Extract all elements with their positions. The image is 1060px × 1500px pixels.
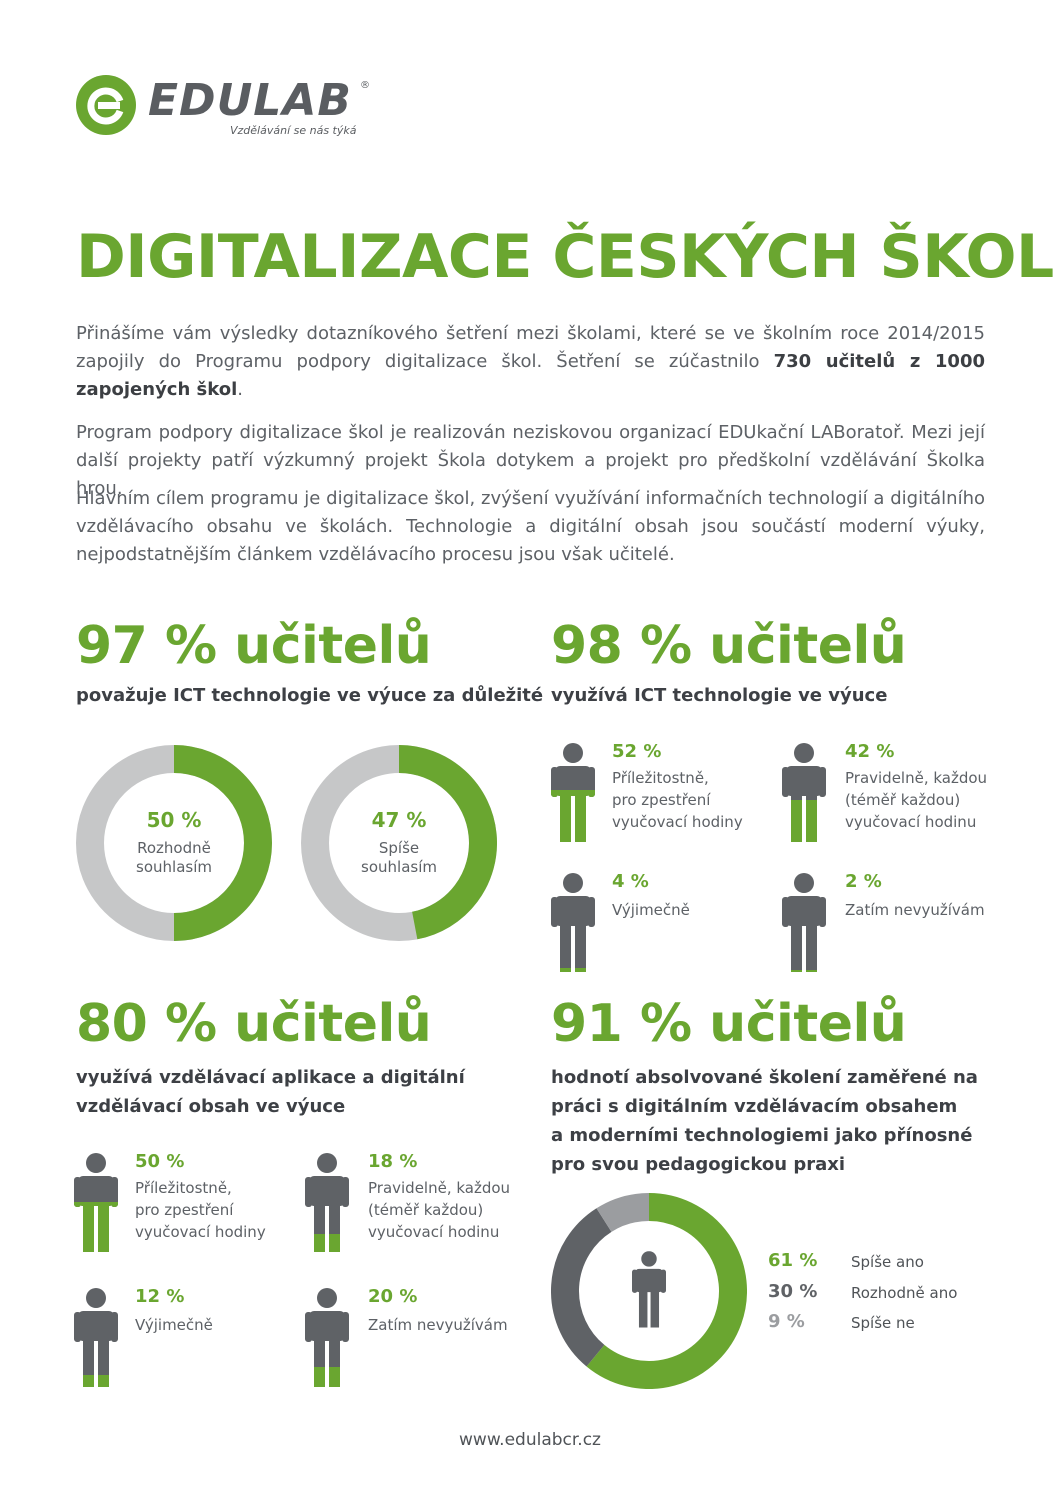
donut-3-segment-2 [551,1208,612,1367]
person-icon [782,873,826,972]
stat-percent: 42 % [845,741,895,762]
stat-description: Zatím nevyužívám [368,1316,508,1334]
stat-line: vyučovací hodiny [612,813,743,831]
intro-text-end: . [237,379,244,400]
donut-1-label-line1: Rozhodně [137,839,211,857]
person-percent-fill [74,1375,118,1387]
section2-subtitle: využívá ICT technologie ve výuce [551,685,888,706]
section3-subtitle-line2: vzdělávací obsah ve výuce [76,1096,346,1117]
person-body-fill [782,743,826,842]
intro-paragraph-1: Přinášíme vám výsledky dotazníkového šet… [76,320,985,404]
person-percent-fill [782,800,826,842]
donut-2-label-line2: souhlasím [361,858,437,876]
person-body-fill [782,873,826,972]
section3-subtitle-line1: využívá vzdělávací aplikace a digitální [76,1067,465,1088]
stat-description: Příležitostně, pro zpestření vyučovací hod… [135,1177,266,1243]
stat-percent: 4 % [612,871,649,892]
stat-description: Příležitostně, pro zpestření vyučovací hod… [612,767,743,833]
person-icon [551,873,595,972]
section1-subtitle: považuje ICT technologie ve výuce za důl… [76,685,544,706]
stat-percent: 18 % [368,1151,418,1172]
logo-tagline: Vzdělávání se nás týká [230,124,357,137]
section4-subtitle-line4: pro svou pedagogickou praxi [551,1154,846,1175]
person-icon [632,1251,666,1328]
legend-label: Rozhodně ano [851,1284,958,1302]
stat-description: Pravidelně, každou (téměř každou) vyučovac… [845,767,987,833]
section3-headline: 80 % učitelů [76,994,432,1054]
section1-headline: 97 % učitelů [76,616,432,676]
person-icon [782,743,826,842]
person-icon [74,1288,118,1387]
page-title: DIGITALIZACE ČESKÝCH ŠKOL [76,222,1054,292]
person-percent-fill [551,968,595,972]
stat-line: Pravidelně, každou [368,1179,511,1197]
person-percent-fill [782,970,826,972]
person-percent-fill [305,1234,349,1252]
logo-registered-mark: ® [360,80,370,91]
intro-paragraph-3: Hlavním cílem programu je digitalizace š… [76,488,985,565]
donut-2-label: Spíše souhlasím [301,839,497,877]
person-body-fill [74,1288,118,1387]
donut-2-value-arc [398,745,497,940]
footer-website: www.edulabcr.cz [459,1430,601,1450]
stat-line: (téměř každou) [845,791,961,809]
stat-description: Pravidelně, každou (téměř každou) vyučovac… [368,1177,510,1243]
donut-3-segment-1 [586,1193,747,1389]
intro-paragraph-2: Program podpory digitalizace škol je rea… [76,422,985,499]
legend-percent: 61 % [768,1250,818,1271]
person-icon [305,1153,349,1252]
person-percent-fill [74,1202,118,1252]
donut-1-label-line2: souhlasím [136,858,212,876]
legend-label: Spíše ne [851,1314,915,1332]
donut-1-label: Rozhodně souhlasím [76,839,272,877]
stat-line: pro zpestření [612,791,711,809]
stat-description: Výjimečně [612,901,690,919]
section4-subtitle-line3: a moderními technologiemi jako přínosné [551,1125,973,1146]
legend-percent: 30 % [768,1281,818,1302]
intro-highlight: 730 učitelů z 1000 zapojených škol [76,351,985,400]
stat-line: vyučovací hodiny [135,1223,266,1241]
person-body-fill [632,1251,666,1328]
logo-wordmark: EDULAB [148,75,352,126]
donut-2-label-line1: Spíše [378,839,420,857]
donut-1-value-arc [173,745,272,941]
donut-chart-3 [551,1193,747,1389]
person-body-fill [305,1288,349,1387]
donut-chart-2 [301,745,497,941]
donut-1-percent: 50 % [146,808,202,832]
stat-line: Pravidelně, každou [845,769,988,787]
donut-chart-1 [76,745,272,941]
section4-headline: 91 % učitelů [551,994,907,1054]
person-icon [74,1153,118,1252]
person-icon [551,743,595,842]
stat-line: vyučovací hodinu [368,1223,500,1241]
legend-label: Spíše ano [851,1253,924,1271]
stat-percent: 12 % [135,1286,185,1307]
stat-line: pro zpestření [135,1201,234,1219]
stat-line: Příležitostně, [612,769,709,787]
stat-percent: 20 % [368,1286,418,1307]
intro-text: Přinášíme vám výsledky dotazníkového šet… [76,323,985,372]
stat-description: Výjimečně [135,1316,213,1334]
stat-line: Příležitostně, [135,1179,232,1197]
donut-3-segment-3 [596,1193,650,1233]
person-percent-fill [305,1367,349,1387]
person-icon [305,1288,349,1387]
person-body-fill [551,873,595,972]
stat-percent: 50 % [135,1151,185,1172]
stat-line: (téměř každou) [368,1201,484,1219]
section4-subtitle-line1: hodnotí absolvované školení zaměřené na [551,1067,978,1088]
section2-headline: 98 % učitelů [551,616,907,676]
donut-2-percent: 47 % [371,808,427,832]
person-percent-fill [551,790,595,842]
legend-percent: 9 % [768,1311,805,1332]
stat-description: Zatím nevyužívám [845,901,985,919]
person-body-fill [305,1153,349,1252]
section4-subtitle-line2: práci s digitálním vzdělávacím obsahem [551,1096,958,1117]
stat-line: vyučovací hodinu [845,813,977,831]
stat-percent: 2 % [845,871,882,892]
stat-percent: 52 % [612,741,662,762]
edulab-logo-mark [76,75,136,135]
